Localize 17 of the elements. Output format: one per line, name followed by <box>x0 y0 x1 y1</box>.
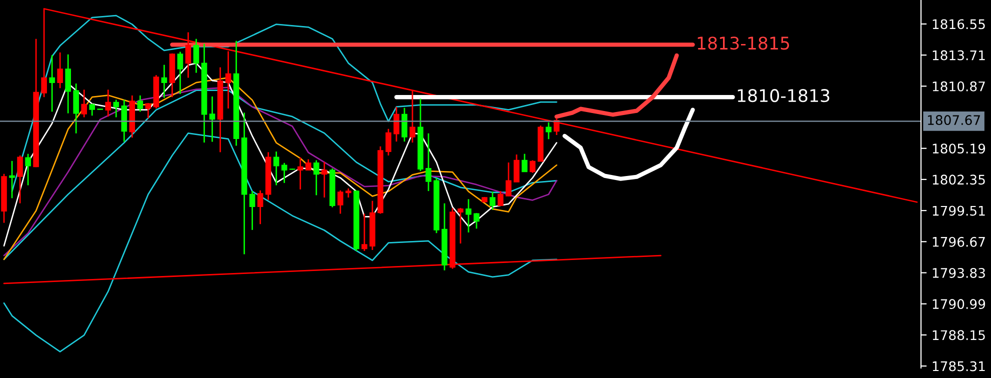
candlestick <box>97 108 104 111</box>
y-tick-label: 1805.19 <box>932 144 986 154</box>
y-tick-label: 1788.15 <box>932 330 985 340</box>
series-label: 1810-1813 <box>738 89 830 102</box>
y-tick-label: 1785.31 <box>932 361 985 372</box>
y-tick-label: 1796.67 <box>932 236 985 247</box>
y-tick-label: 1813.71 <box>932 50 985 60</box>
y-tick-label: 1799.51 <box>932 206 985 216</box>
candlestick <box>9 160 15 199</box>
series-label: 1813-1815 <box>698 36 790 50</box>
y-tick-label: 1816.55 <box>932 19 985 30</box>
y-tick-label: 1793.83 <box>932 268 985 278</box>
y-tick-label: 1802.35 <box>932 174 985 185</box>
y-tick-label: 1810.87 <box>932 81 985 92</box>
y-tick-label: 1790.99 <box>932 299 986 310</box>
candlestick <box>466 198 472 234</box>
ref-line-label: 1807.67 <box>928 115 980 126</box>
